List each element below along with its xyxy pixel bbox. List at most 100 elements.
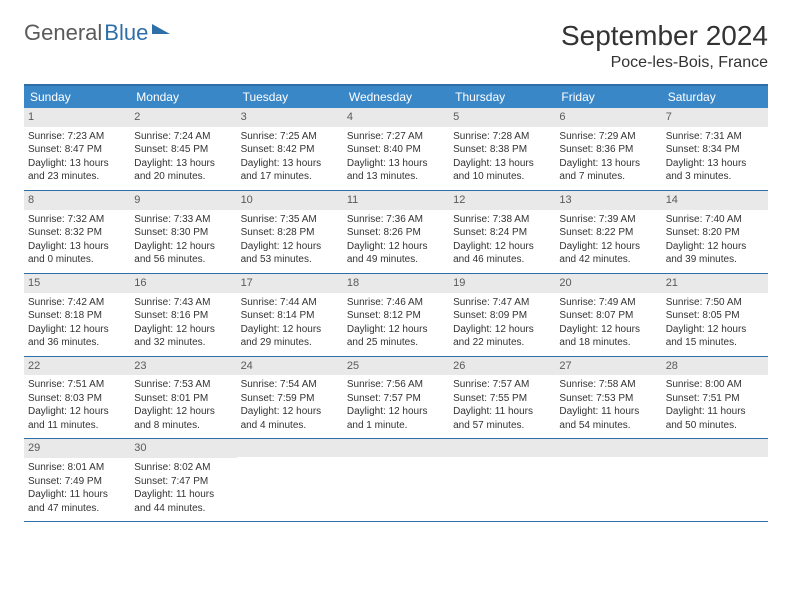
day-number: 8 xyxy=(24,191,130,210)
day-number: 25 xyxy=(343,357,449,376)
daylight-text: Daylight: 13 hours and 0 minutes. xyxy=(28,240,126,267)
sunrise-text: Sunrise: 7:24 AM xyxy=(134,130,232,144)
sunset-text: Sunset: 8:14 PM xyxy=(241,309,339,323)
day-number: 16 xyxy=(130,274,236,293)
sunset-text: Sunset: 7:55 PM xyxy=(453,392,551,406)
day-number: 10 xyxy=(237,191,343,210)
daylight-text: Daylight: 12 hours and 49 minutes. xyxy=(347,240,445,267)
sunrise-text: Sunrise: 7:23 AM xyxy=(28,130,126,144)
day-number: 23 xyxy=(130,357,236,376)
sunset-text: Sunset: 8:22 PM xyxy=(559,226,657,240)
calendar-day: 21Sunrise: 7:50 AMSunset: 8:05 PMDayligh… xyxy=(662,274,768,356)
calendar-day: 3Sunrise: 7:25 AMSunset: 8:42 PMDaylight… xyxy=(237,108,343,190)
daylight-text: Daylight: 12 hours and 36 minutes. xyxy=(28,323,126,350)
day-body: Sunrise: 7:43 AMSunset: 8:16 PMDaylight:… xyxy=(130,293,236,356)
day-number: 4 xyxy=(343,108,449,127)
sunrise-text: Sunrise: 7:50 AM xyxy=(666,296,764,310)
calendar-day: 27Sunrise: 7:58 AMSunset: 7:53 PMDayligh… xyxy=(555,357,661,439)
calendar-day: 8Sunrise: 7:32 AMSunset: 8:32 PMDaylight… xyxy=(24,191,130,273)
month-title: September 2024 xyxy=(561,20,768,52)
sunset-text: Sunset: 8:03 PM xyxy=(28,392,126,406)
day-body xyxy=(343,457,449,509)
sunrise-text: Sunrise: 7:47 AM xyxy=(453,296,551,310)
header: GeneralBlue September 2024 Poce-les-Bois… xyxy=(24,20,768,72)
calendar-day: 28Sunrise: 8:00 AMSunset: 7:51 PMDayligh… xyxy=(662,357,768,439)
sunrise-text: Sunrise: 7:53 AM xyxy=(134,378,232,392)
day-number xyxy=(662,439,768,457)
day-number: 14 xyxy=(662,191,768,210)
sunrise-text: Sunrise: 7:25 AM xyxy=(241,130,339,144)
day-body: Sunrise: 7:35 AMSunset: 8:28 PMDaylight:… xyxy=(237,210,343,273)
day-body: Sunrise: 7:42 AMSunset: 8:18 PMDaylight:… xyxy=(24,293,130,356)
daylight-text: Daylight: 12 hours and 22 minutes. xyxy=(453,323,551,350)
calendar-day: 17Sunrise: 7:44 AMSunset: 8:14 PMDayligh… xyxy=(237,274,343,356)
day-number: 11 xyxy=(343,191,449,210)
location: Poce-les-Bois, France xyxy=(561,54,768,72)
calendar-day: 29Sunrise: 8:01 AMSunset: 7:49 PMDayligh… xyxy=(24,439,130,521)
day-body: Sunrise: 7:53 AMSunset: 8:01 PMDaylight:… xyxy=(130,375,236,438)
sunset-text: Sunset: 8:09 PM xyxy=(453,309,551,323)
daylight-text: Daylight: 12 hours and 46 minutes. xyxy=(453,240,551,267)
sunrise-text: Sunrise: 7:32 AM xyxy=(28,213,126,227)
calendar-day xyxy=(237,439,343,521)
day-number: 17 xyxy=(237,274,343,293)
day-body: Sunrise: 7:47 AMSunset: 8:09 PMDaylight:… xyxy=(449,293,555,356)
weekday-header: Sunday xyxy=(24,86,130,108)
daylight-text: Daylight: 13 hours and 13 minutes. xyxy=(347,157,445,184)
sunset-text: Sunset: 8:42 PM xyxy=(241,143,339,157)
day-body xyxy=(662,457,768,509)
day-body: Sunrise: 7:36 AMSunset: 8:26 PMDaylight:… xyxy=(343,210,449,273)
day-body: Sunrise: 7:31 AMSunset: 8:34 PMDaylight:… xyxy=(662,127,768,190)
sunset-text: Sunset: 7:59 PM xyxy=(241,392,339,406)
daylight-text: Daylight: 12 hours and 8 minutes. xyxy=(134,405,232,432)
sunrise-text: Sunrise: 8:01 AM xyxy=(28,461,126,475)
calendar-week: 15Sunrise: 7:42 AMSunset: 8:18 PMDayligh… xyxy=(24,274,768,357)
day-body: Sunrise: 7:32 AMSunset: 8:32 PMDaylight:… xyxy=(24,210,130,273)
calendar-week: 1Sunrise: 7:23 AMSunset: 8:47 PMDaylight… xyxy=(24,108,768,191)
sunset-text: Sunset: 8:45 PM xyxy=(134,143,232,157)
day-number: 21 xyxy=(662,274,768,293)
sunrise-text: Sunrise: 8:02 AM xyxy=(134,461,232,475)
day-number: 3 xyxy=(237,108,343,127)
sunset-text: Sunset: 8:01 PM xyxy=(134,392,232,406)
calendar-day: 14Sunrise: 7:40 AMSunset: 8:20 PMDayligh… xyxy=(662,191,768,273)
weekday-header: Thursday xyxy=(449,86,555,108)
day-number xyxy=(555,439,661,457)
sunset-text: Sunset: 7:53 PM xyxy=(559,392,657,406)
daylight-text: Daylight: 12 hours and 53 minutes. xyxy=(241,240,339,267)
calendar-day: 25Sunrise: 7:56 AMSunset: 7:57 PMDayligh… xyxy=(343,357,449,439)
weekday-header: Saturday xyxy=(662,86,768,108)
sunrise-text: Sunrise: 7:51 AM xyxy=(28,378,126,392)
calendar-day: 22Sunrise: 7:51 AMSunset: 8:03 PMDayligh… xyxy=(24,357,130,439)
sunrise-text: Sunrise: 7:33 AM xyxy=(134,213,232,227)
daylight-text: Daylight: 12 hours and 18 minutes. xyxy=(559,323,657,350)
calendar-day: 18Sunrise: 7:46 AMSunset: 8:12 PMDayligh… xyxy=(343,274,449,356)
weekday-header: Monday xyxy=(130,86,236,108)
sunrise-text: Sunrise: 7:38 AM xyxy=(453,213,551,227)
day-number xyxy=(343,439,449,457)
calendar-day: 7Sunrise: 7:31 AMSunset: 8:34 PMDaylight… xyxy=(662,108,768,190)
daylight-text: Daylight: 12 hours and 29 minutes. xyxy=(241,323,339,350)
day-body: Sunrise: 7:33 AMSunset: 8:30 PMDaylight:… xyxy=(130,210,236,273)
sunrise-text: Sunrise: 7:42 AM xyxy=(28,296,126,310)
sunset-text: Sunset: 7:47 PM xyxy=(134,475,232,489)
day-body: Sunrise: 7:51 AMSunset: 8:03 PMDaylight:… xyxy=(24,375,130,438)
calendar-day: 11Sunrise: 7:36 AMSunset: 8:26 PMDayligh… xyxy=(343,191,449,273)
daylight-text: Daylight: 13 hours and 10 minutes. xyxy=(453,157,551,184)
sunrise-text: Sunrise: 7:35 AM xyxy=(241,213,339,227)
day-number: 20 xyxy=(555,274,661,293)
day-body: Sunrise: 7:24 AMSunset: 8:45 PMDaylight:… xyxy=(130,127,236,190)
daylight-text: Daylight: 12 hours and 11 minutes. xyxy=(28,405,126,432)
sunrise-text: Sunrise: 7:28 AM xyxy=(453,130,551,144)
day-number: 26 xyxy=(449,357,555,376)
day-number: 7 xyxy=(662,108,768,127)
day-body: Sunrise: 7:50 AMSunset: 8:05 PMDaylight:… xyxy=(662,293,768,356)
day-number: 30 xyxy=(130,439,236,458)
calendar-day: 2Sunrise: 7:24 AMSunset: 8:45 PMDaylight… xyxy=(130,108,236,190)
sunset-text: Sunset: 8:05 PM xyxy=(666,309,764,323)
sunset-text: Sunset: 8:34 PM xyxy=(666,143,764,157)
day-body: Sunrise: 7:38 AMSunset: 8:24 PMDaylight:… xyxy=(449,210,555,273)
daylight-text: Daylight: 12 hours and 15 minutes. xyxy=(666,323,764,350)
day-number: 24 xyxy=(237,357,343,376)
calendar-day: 26Sunrise: 7:57 AMSunset: 7:55 PMDayligh… xyxy=(449,357,555,439)
